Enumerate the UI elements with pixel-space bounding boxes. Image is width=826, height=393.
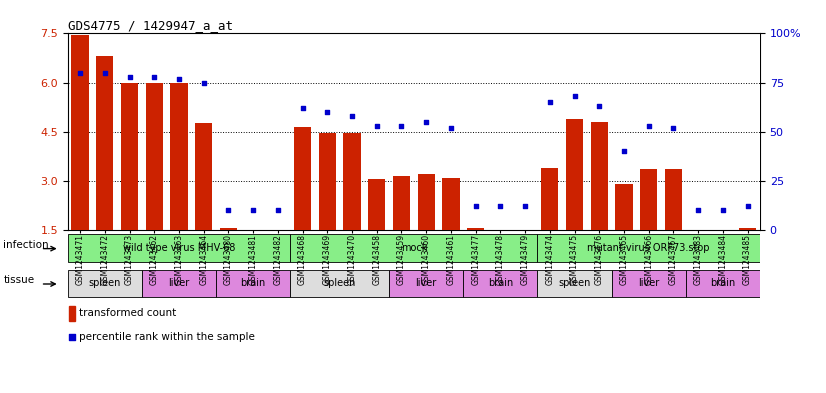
Text: liver: liver (169, 278, 190, 288)
Bar (541, 168, 558, 230)
Point (123, 73, 136, 80)
Bar (467, 228, 484, 230)
Bar (121, 83, 138, 230)
Bar (170, 83, 188, 230)
Point (320, 109, 334, 115)
Bar (611, 270, 686, 297)
Point (592, 103, 605, 109)
Bar (368, 179, 386, 230)
Text: mock: mock (401, 243, 427, 253)
Point (271, 207, 284, 213)
Point (65, 334, 78, 340)
Text: liver: liver (415, 278, 437, 288)
Bar (538, 270, 611, 297)
Bar (68, 270, 142, 297)
Point (741, 203, 754, 209)
Point (345, 113, 358, 119)
Bar (591, 122, 608, 230)
Point (370, 123, 383, 129)
Bar (319, 133, 336, 230)
Text: infection: infection (3, 240, 49, 250)
Point (98, 70, 112, 76)
Point (469, 203, 482, 209)
Text: brain: brain (487, 278, 513, 288)
Point (494, 203, 507, 209)
Point (74, 70, 87, 76)
Bar (389, 270, 463, 297)
Text: percentile rank within the sample: percentile rank within the sample (78, 332, 254, 342)
Point (296, 105, 309, 111)
Text: wild type virus MHV-68: wild type virus MHV-68 (123, 243, 235, 253)
Point (173, 75, 186, 82)
Point (395, 123, 408, 129)
Bar (393, 176, 411, 230)
Point (420, 119, 433, 125)
Point (667, 125, 680, 131)
Point (568, 93, 582, 99)
Bar (615, 184, 633, 230)
Point (246, 207, 259, 213)
Bar (145, 83, 163, 230)
Point (716, 207, 729, 213)
Bar (538, 235, 760, 261)
Text: transformed count: transformed count (78, 308, 176, 318)
Point (222, 207, 235, 213)
Bar (195, 123, 212, 230)
Bar (142, 270, 216, 297)
Bar (463, 270, 538, 297)
Bar (640, 169, 657, 230)
Bar (216, 270, 290, 297)
Point (148, 73, 161, 80)
Text: mutant virus ORF73.stop: mutant virus ORF73.stop (587, 243, 710, 253)
Text: spleen: spleen (558, 278, 591, 288)
Bar (68, 235, 290, 261)
Bar (290, 235, 538, 261)
Bar (442, 178, 459, 230)
Point (617, 148, 630, 154)
Bar (665, 169, 682, 230)
Point (444, 125, 458, 131)
Text: brain: brain (240, 278, 266, 288)
Bar (220, 228, 237, 230)
Bar (294, 127, 311, 230)
Bar (344, 133, 361, 230)
Text: brain: brain (710, 278, 735, 288)
Text: GDS4775 / 1429947_a_at: GDS4775 / 1429947_a_at (68, 19, 233, 32)
Point (197, 79, 211, 86)
Point (691, 207, 705, 213)
Text: tissue: tissue (3, 275, 35, 285)
Point (519, 203, 532, 209)
Bar (686, 270, 760, 297)
Bar (566, 119, 583, 230)
Text: spleen: spleen (324, 278, 356, 288)
Bar (71, 35, 88, 230)
Bar (96, 56, 113, 230)
Point (642, 123, 655, 129)
Bar (69, 306, 75, 321)
Text: liver: liver (638, 278, 659, 288)
Text: spleen: spleen (88, 278, 121, 288)
Bar (739, 228, 757, 230)
Bar (417, 174, 434, 230)
Point (544, 99, 557, 105)
Bar (290, 270, 389, 297)
